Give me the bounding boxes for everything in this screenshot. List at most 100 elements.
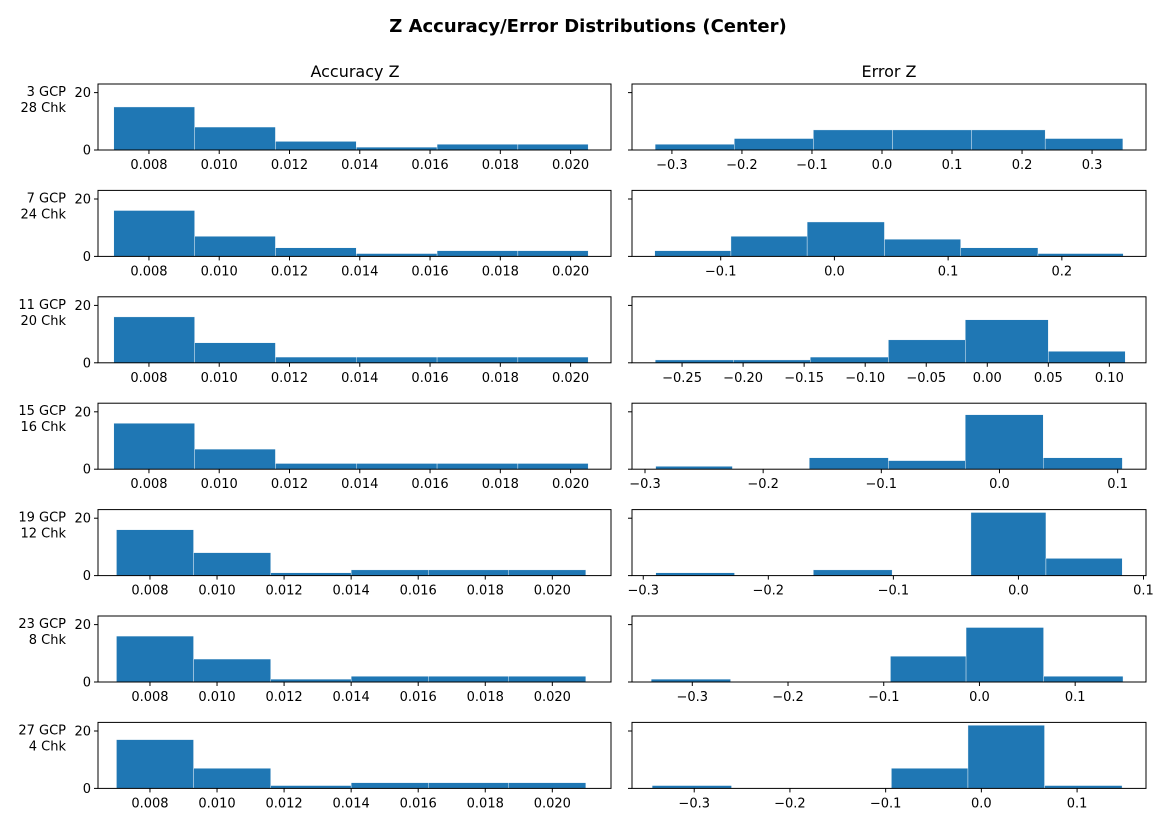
row-group: 0.008 0.010 0.012 0.014 0.016 0.018 0.020 0 20 −0…	[18, 721, 1147, 811]
axes-frame	[97, 721, 612, 789]
axes-frame	[631, 509, 1147, 577]
x-tick-label: 0.014	[341, 264, 378, 279]
histogram-bar	[356, 356, 438, 364]
column-title-accuracy: Accuracy Z	[310, 62, 399, 81]
x-tick-label: 0.0	[824, 264, 845, 279]
axes-frame	[631, 189, 1147, 257]
histogram-bar	[508, 676, 587, 683]
x-tick-label: 0.1	[1107, 477, 1128, 492]
y-tick-label: 0	[83, 463, 91, 478]
histogram-bar	[436, 463, 519, 470]
histogram-bar	[654, 144, 735, 151]
y-tick-label: 20	[74, 618, 91, 633]
axes-frame	[631, 615, 1147, 683]
histogram-bar	[517, 144, 589, 151]
x-tick-label: 0.012	[271, 371, 308, 386]
histogram-bar	[654, 250, 732, 257]
x-tick-label: 0.0	[989, 477, 1010, 492]
axes-frame	[97, 402, 612, 470]
histogram-bar	[970, 512, 1047, 576]
row-label-chk: 24 Chk	[20, 207, 66, 222]
axes-frame	[631, 83, 1147, 151]
histogram-bar	[350, 782, 429, 789]
x-tick-label: 0.008	[131, 584, 168, 599]
y-tick-label: 0	[83, 250, 91, 265]
x-tick-label: 0.020	[534, 796, 571, 811]
histogram-bar	[517, 250, 589, 257]
axes-frame	[631, 402, 1147, 470]
y-tick-label: 0	[83, 782, 91, 797]
x-tick-label: 0.010	[201, 477, 238, 492]
row-label-chk: 4 Chk	[29, 739, 67, 754]
row-group: 0.008 0.010 0.012 0.014 0.016 0.018 0.020 0 20 −0…	[18, 402, 1147, 492]
histogram-bar	[809, 457, 889, 470]
accuracy-z-panel: 0.008 0.010 0.012 0.014 0.016 0.018 0.020 0 20	[74, 83, 612, 173]
x-tick-label: 0.014	[333, 796, 370, 811]
x-tick-label: −0.1	[705, 264, 737, 279]
x-tick-label: −0.2	[726, 158, 758, 173]
histogram-bar	[194, 448, 276, 470]
histogram-bar	[436, 356, 519, 364]
axes-frame	[97, 296, 612, 364]
histogram-bar	[965, 627, 1044, 683]
y-tick-label: 0	[83, 356, 91, 371]
histogram-bar	[113, 423, 195, 470]
x-tick-label: 0.008	[130, 371, 167, 386]
x-tick-label: 0.00	[973, 371, 1002, 386]
x-tick-label: 0.1	[1067, 796, 1088, 811]
accuracy-z-panel: 0.008 0.010 0.012 0.014 0.016 0.018 0.020 0 20	[74, 189, 612, 279]
histogram-bar	[1043, 676, 1124, 683]
histogram-bar	[967, 725, 1045, 789]
x-tick-label: 0.010	[201, 158, 238, 173]
x-tick-label: 0.008	[131, 796, 168, 811]
x-tick-label: 0.0	[969, 690, 990, 705]
row-label-gcp: 19 GCP	[18, 511, 66, 526]
row-label-chk: 20 Chk	[20, 314, 66, 329]
x-tick-label: 0.016	[411, 158, 448, 173]
y-tick-label: 0	[83, 144, 91, 159]
histogram-bar	[113, 106, 195, 151]
histogram-bar	[960, 247, 1039, 257]
histogram-bar	[806, 221, 885, 257]
histogram-bar	[356, 463, 438, 470]
row-label-chk: 12 Chk	[20, 527, 66, 542]
histogram-bar	[892, 129, 972, 151]
histogram-bar	[194, 126, 276, 151]
x-tick-label: 0.2	[1052, 264, 1073, 279]
x-tick-label: −0.15	[784, 371, 824, 386]
histogram-bar	[113, 210, 195, 257]
histogram-bar	[965, 319, 1049, 364]
histogram-bar	[193, 552, 271, 576]
y-tick-label: 20	[74, 405, 91, 420]
x-tick-label: 0.012	[271, 158, 308, 173]
row-label-chk: 28 Chk	[20, 101, 66, 116]
x-tick-label: 0.016	[411, 477, 448, 492]
row-label-chk: 8 Chk	[29, 633, 67, 648]
y-tick-label: 20	[74, 512, 91, 527]
x-tick-label: 0.016	[411, 264, 448, 279]
accuracy-z-panel: 0.008 0.010 0.012 0.014 0.016 0.018 0.020 0 20	[74, 509, 612, 599]
histogram-bar	[350, 676, 429, 683]
axes-frame	[97, 509, 612, 577]
x-tick-label: −0.25	[662, 371, 702, 386]
x-tick-label: 0.008	[130, 264, 167, 279]
x-tick-label: 0.0	[1008, 584, 1029, 599]
x-tick-label: 0.008	[131, 690, 168, 705]
x-tick-label: 0.018	[482, 477, 519, 492]
histogram-bar	[275, 247, 357, 257]
row-label-gcp: 27 GCP	[18, 723, 66, 738]
x-tick-label: 0.018	[482, 158, 519, 173]
histogram-bar	[730, 236, 808, 257]
x-tick-label: 0.05	[1034, 371, 1063, 386]
x-tick-label: −0.1	[870, 796, 902, 811]
accuracy-z-panel: 0.008 0.010 0.012 0.014 0.016 0.018 0.020 0 20	[74, 296, 612, 386]
x-tick-label: 0.016	[400, 690, 437, 705]
row-group: 0.008 0.010 0.012 0.014 0.016 0.018 0.020 0 20 −0…	[20, 189, 1147, 279]
x-tick-label: −0.2	[772, 690, 804, 705]
x-tick-label: 0.2	[1012, 158, 1033, 173]
histogram-bar	[194, 342, 276, 363]
histogram-bar	[888, 460, 966, 470]
x-tick-label: 0.012	[265, 796, 302, 811]
histogram-bar	[350, 569, 429, 576]
